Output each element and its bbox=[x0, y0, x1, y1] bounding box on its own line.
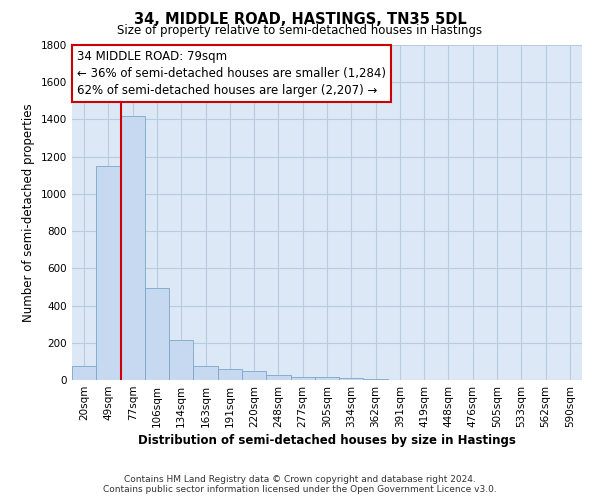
Text: Contains HM Land Registry data © Crown copyright and database right 2024.
Contai: Contains HM Land Registry data © Crown c… bbox=[103, 474, 497, 494]
Text: 34, MIDDLE ROAD, HASTINGS, TN35 5DL: 34, MIDDLE ROAD, HASTINGS, TN35 5DL bbox=[134, 12, 466, 28]
Bar bbox=[121, 116, 145, 380]
Bar bbox=[218, 369, 242, 380]
Bar bbox=[169, 340, 193, 380]
Bar bbox=[266, 376, 290, 380]
Bar bbox=[339, 378, 364, 380]
Bar bbox=[315, 377, 339, 380]
Bar bbox=[242, 371, 266, 380]
Bar bbox=[193, 366, 218, 380]
Text: 34 MIDDLE ROAD: 79sqm
← 36% of semi-detached houses are smaller (1,284)
62% of s: 34 MIDDLE ROAD: 79sqm ← 36% of semi-deta… bbox=[77, 50, 386, 97]
Y-axis label: Number of semi-detached properties: Number of semi-detached properties bbox=[22, 103, 35, 322]
Bar bbox=[364, 379, 388, 380]
Bar bbox=[72, 366, 96, 380]
Bar bbox=[145, 288, 169, 380]
Text: Size of property relative to semi-detached houses in Hastings: Size of property relative to semi-detach… bbox=[118, 24, 482, 37]
Bar bbox=[96, 166, 121, 380]
X-axis label: Distribution of semi-detached houses by size in Hastings: Distribution of semi-detached houses by … bbox=[138, 434, 516, 447]
Bar bbox=[290, 376, 315, 380]
